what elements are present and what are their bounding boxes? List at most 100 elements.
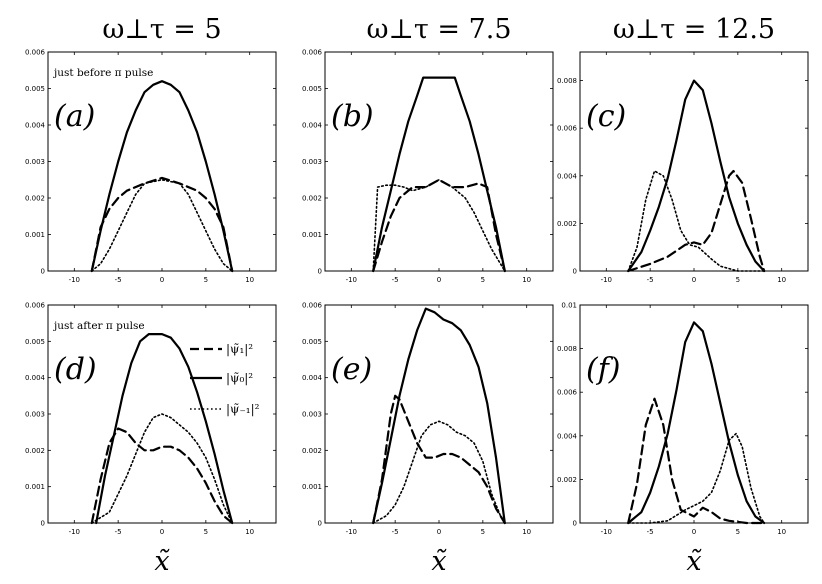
y-tick-label: 0.003 [25, 158, 45, 166]
column-title: ω⊥τ = 5 [102, 14, 221, 45]
x-tick-label: -10 [601, 276, 612, 284]
x-axis-labels: x̃ x̃ x̃ [154, 546, 702, 577]
y-tick-label: 0.002 [302, 195, 322, 203]
panel-label: (c) [586, 99, 626, 134]
plot-frame [47, 51, 277, 272]
x-tick-label: -5 [647, 528, 654, 536]
y-tick-label: 0 [41, 268, 45, 276]
panel-label: (b) [331, 99, 374, 134]
y-tick-label: 0.005 [25, 338, 45, 346]
series-solid [372, 76, 506, 273]
y-tick-label: 0.004 [557, 432, 578, 440]
x-tick-label: -10 [69, 276, 80, 284]
y-tick-label: 0.005 [25, 85, 45, 93]
y-tick-label: 0.01 [561, 302, 577, 310]
panel-label: (f) [586, 352, 621, 387]
series-dotted [372, 179, 506, 272]
y-tick-label: 0.005 [302, 85, 322, 93]
x-axis-label: x̃ [686, 546, 702, 577]
x-tick-label: 10 [245, 528, 254, 536]
panel-f: -10 -5 0 5 10 0 0.002 0.004 0.006 0.008 0.01 (f) [557, 302, 809, 536]
series-solid [627, 321, 766, 525]
y-tick-label: 0.001 [302, 483, 322, 491]
y-tick-label: 0.003 [302, 158, 322, 166]
x-tick-label: 0 [160, 528, 164, 536]
y-tick-label: 0.006 [302, 302, 323, 310]
y-tick-label: 0.002 [557, 476, 577, 484]
y-tick-label: 0.001 [302, 231, 322, 239]
y-tick-label: 0.004 [302, 122, 323, 130]
panels: -10 -5 0 5 10 0 0.001 0.002 0.003 0.004 0.005 0.006… [25, 49, 809, 536]
panel-label: (d) [54, 352, 97, 387]
plot-frame [324, 304, 554, 524]
y-tick-label: 0.002 [25, 195, 45, 203]
series-dashed [372, 394, 506, 525]
series-dashed [90, 427, 234, 525]
panel-a: -10 -5 0 5 10 0 0.001 0.002 0.003 0.004 0.005 0.006… [25, 49, 277, 284]
x-tick-label: -5 [392, 276, 399, 284]
panel-annotation: just before π pulse [52, 67, 153, 79]
plot-frame [579, 304, 809, 524]
x-axis-label: x̃ [154, 546, 170, 577]
x-tick-label: 5 [481, 528, 485, 536]
series-solid [627, 79, 766, 273]
panel-e: -10 -5 0 5 10 0 0.001 0.002 0.003 0.004 0.005 0.006… [302, 302, 554, 536]
panel-d: -10 -5 0 5 10 0 0.001 0.002 0.003 0.004 0.005 0.006… [25, 302, 277, 536]
plot-frame [579, 51, 809, 272]
y-tick-label: 0.006 [25, 302, 46, 310]
y-tick-label: 0.002 [25, 447, 45, 455]
x-tick-label: -10 [69, 528, 80, 536]
series-solid [372, 307, 506, 525]
x-tick-label: -10 [346, 528, 357, 536]
x-tick-label: 10 [245, 276, 254, 284]
x-tick-label: 0 [437, 276, 441, 284]
y-tick-label: 0.002 [557, 220, 577, 228]
y-tick-label: 0.006 [25, 49, 46, 57]
plot-frame [324, 51, 554, 272]
x-tick-label: -5 [115, 276, 122, 284]
legend-entry: |ψ̃₀|² [226, 371, 253, 385]
panel-annotation: just after π pulse [52, 320, 145, 332]
x-tick-label: -5 [647, 276, 654, 284]
y-tick-label: 0.006 [557, 125, 578, 133]
panel-label: (e) [331, 352, 372, 387]
series-dotted [91, 413, 233, 524]
y-tick-label: 0 [573, 520, 577, 528]
x-tick-label: 10 [777, 528, 786, 536]
series-dotted [627, 432, 765, 524]
x-tick-label: 0 [692, 528, 696, 536]
x-tick-label: 5 [736, 528, 740, 536]
panel-label: (a) [54, 99, 95, 134]
panel-c: -10 -5 0 5 10 0 0.002 0.004 0.006 0.008 (c) [557, 51, 809, 284]
y-tick-label: 0.005 [302, 338, 322, 346]
x-tick-label: 5 [204, 528, 208, 536]
y-tick-label: 0 [318, 268, 322, 276]
y-tick-label: 0.006 [302, 49, 323, 57]
series-dashed [627, 169, 766, 273]
legend-entry: |ψ̃₋₁|² [226, 402, 260, 416]
x-tick-label: 10 [777, 276, 786, 284]
column-titles: ω⊥τ = 5 ω⊥τ = 7.5 ω⊥τ = 12.5 [102, 14, 775, 45]
column-title: ω⊥τ = 12.5 [613, 14, 775, 45]
y-tick-label: 0.008 [557, 77, 577, 85]
y-tick-label: 0.001 [25, 231, 45, 239]
series-dashed [90, 176, 234, 273]
legend: |ψ̃₁|² |ψ̃₀|² |ψ̃₋₁|² [190, 342, 260, 416]
x-axis-label: x̃ [431, 546, 447, 577]
series-dashed [627, 397, 766, 525]
x-tick-label: 5 [481, 276, 485, 284]
x-tick-label: -5 [392, 528, 399, 536]
legend-entry: |ψ̃₁|² [226, 342, 253, 356]
x-tick-label: -10 [601, 528, 612, 536]
y-tick-label: 0.004 [25, 374, 46, 382]
column-title: ω⊥τ = 7.5 [366, 14, 511, 45]
x-tick-label: 5 [736, 276, 740, 284]
y-tick-label: 0.003 [25, 411, 45, 419]
x-tick-label: 0 [692, 276, 696, 284]
y-tick-label: 0.002 [302, 447, 322, 455]
y-tick-label: 0.003 [302, 411, 322, 419]
x-tick-label: 10 [522, 276, 531, 284]
y-tick-label: 0.006 [557, 389, 578, 397]
x-tick-label: -5 [115, 528, 122, 536]
